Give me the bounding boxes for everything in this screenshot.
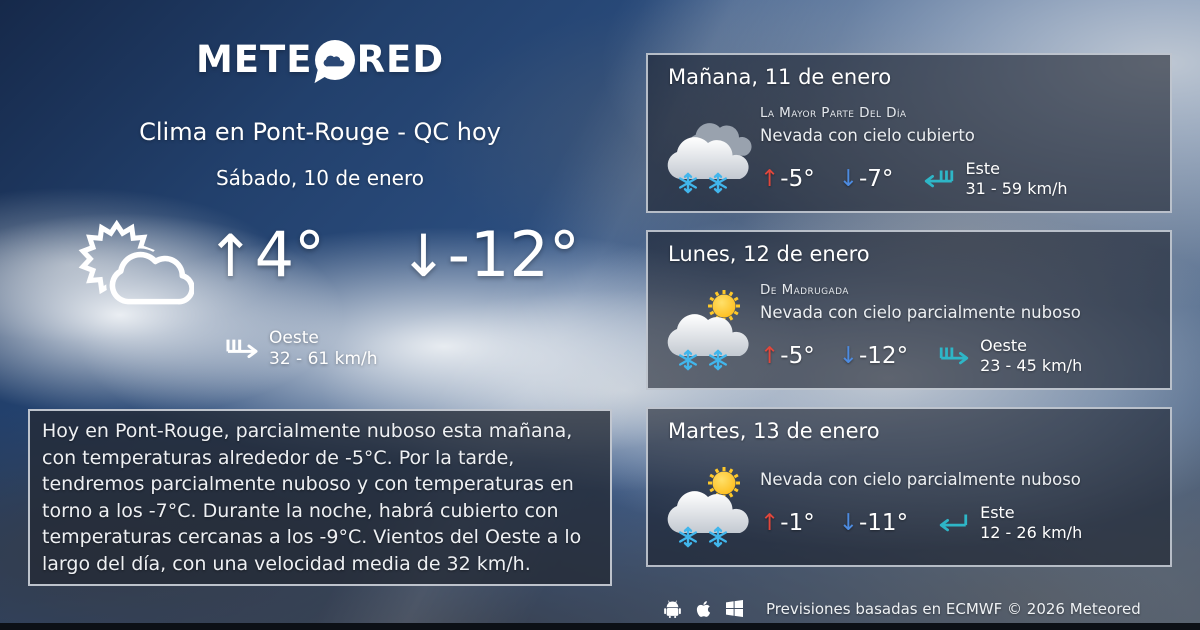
wind-barbs-left-3-icon [925,170,954,188]
bottom-edge [0,623,1200,630]
snowy-overcast-icon [660,109,760,195]
apple-icon [696,600,711,617]
forecast-wind-direction: Este [980,502,1015,522]
forecast-wind-direction: Oeste [980,336,1027,355]
forecast-condition: Nevada con cielo parcialmente nuboso [760,303,1081,322]
up-arrow-icon: ↑ [206,222,255,290]
up-arrow-icon: ↑ [760,343,780,369]
forecast-condition: Nevada con cielo parcialmente nuboso [760,469,1081,489]
wind-barbs-left-1-icon [939,513,968,531]
forecast-period-label: La Mayor Parte Del Día [760,105,907,121]
forecast-low: -12° [859,343,909,369]
snowflake-icon [679,349,727,371]
android-icon [664,599,681,618]
down-arrow-icon: ↓ [838,166,858,192]
down-arrow-icon: ↓ [838,343,858,369]
forecast-card[interactable]: Martes, 13 de enero [646,407,1172,567]
forecast-day-title: Martes, 13 de enero [668,419,880,443]
forecast-high: -1° [780,509,815,536]
forecast-wind-speed: 31 - 59 km/h [965,179,1068,198]
today-high: ↑ 4° [206,218,325,291]
forecast-condition: Nevada con cielo cubierto [760,126,975,145]
forecast-high: -5° [780,166,815,192]
wind-barbs-right-icon [226,339,258,359]
snowflake-icon [679,526,727,548]
today-high-value: 4° [254,218,326,291]
forecast-day-title: Lunes, 12 de enero [668,242,870,266]
cloud-speech-bubble-icon [314,39,355,80]
forecast-card[interactable]: Mañana, 11 de enero [646,53,1172,213]
forecast-low: -7° [859,166,894,192]
snowy-partly-sunny-icon [660,463,760,549]
forecast-high: -5° [780,343,815,369]
attribution-text: Previsiones basadas en ECMWF © 2026 Mete… [766,599,1141,618]
snowflake-icon [679,172,727,194]
sun-behind-cloud-outline-icon [72,214,195,318]
today-low-value: -12° [447,218,580,291]
today-low: ↓ -12° [399,218,580,291]
up-arrow-icon: ↑ [760,166,780,192]
snowy-partly-sunny-icon [660,286,760,372]
wind-barbs-right-3-icon [939,347,969,365]
today-wind-direction: Oeste [269,328,319,348]
forecast-wind-speed: 12 - 26 km/h [980,522,1083,542]
windows-icon [726,600,743,617]
page-date: Sábado, 10 de enero [215,166,425,190]
meteored-logo[interactable]: METE RED [0,38,640,81]
down-arrow-icon: ↓ [838,509,858,536]
today-wind-speed: 32 - 61 km/h [269,349,378,369]
forecast-day-title: Mañana, 11 de enero [668,65,892,89]
today-temperatures: ↑ 4° ↓ -12° [206,218,580,291]
footer: Previsiones basadas en ECMWF © 2026 Mete… [664,599,1141,618]
forecast-period-label: De Madrugada [760,282,849,298]
up-arrow-icon: ↑ [760,509,780,536]
today-wind: Oeste 32 - 61 km/h [224,328,378,370]
logo-text-pre: METE [195,38,313,81]
daily-summary-text: Hoy en Pont-Rouge, parcialmente nuboso e… [28,409,612,586]
page-title: Clima en Pont-Rouge - QC hoy [139,118,501,146]
forecast-wind-speed: 23 - 45 km/h [980,356,1083,375]
forecast-card[interactable]: Lunes, 12 de enero [646,230,1172,390]
down-arrow-icon: ↓ [399,222,448,290]
forecast-low: -11° [859,509,909,536]
logo-text-post: RED [356,38,445,81]
forecast-wind-direction: Este [965,159,1000,178]
